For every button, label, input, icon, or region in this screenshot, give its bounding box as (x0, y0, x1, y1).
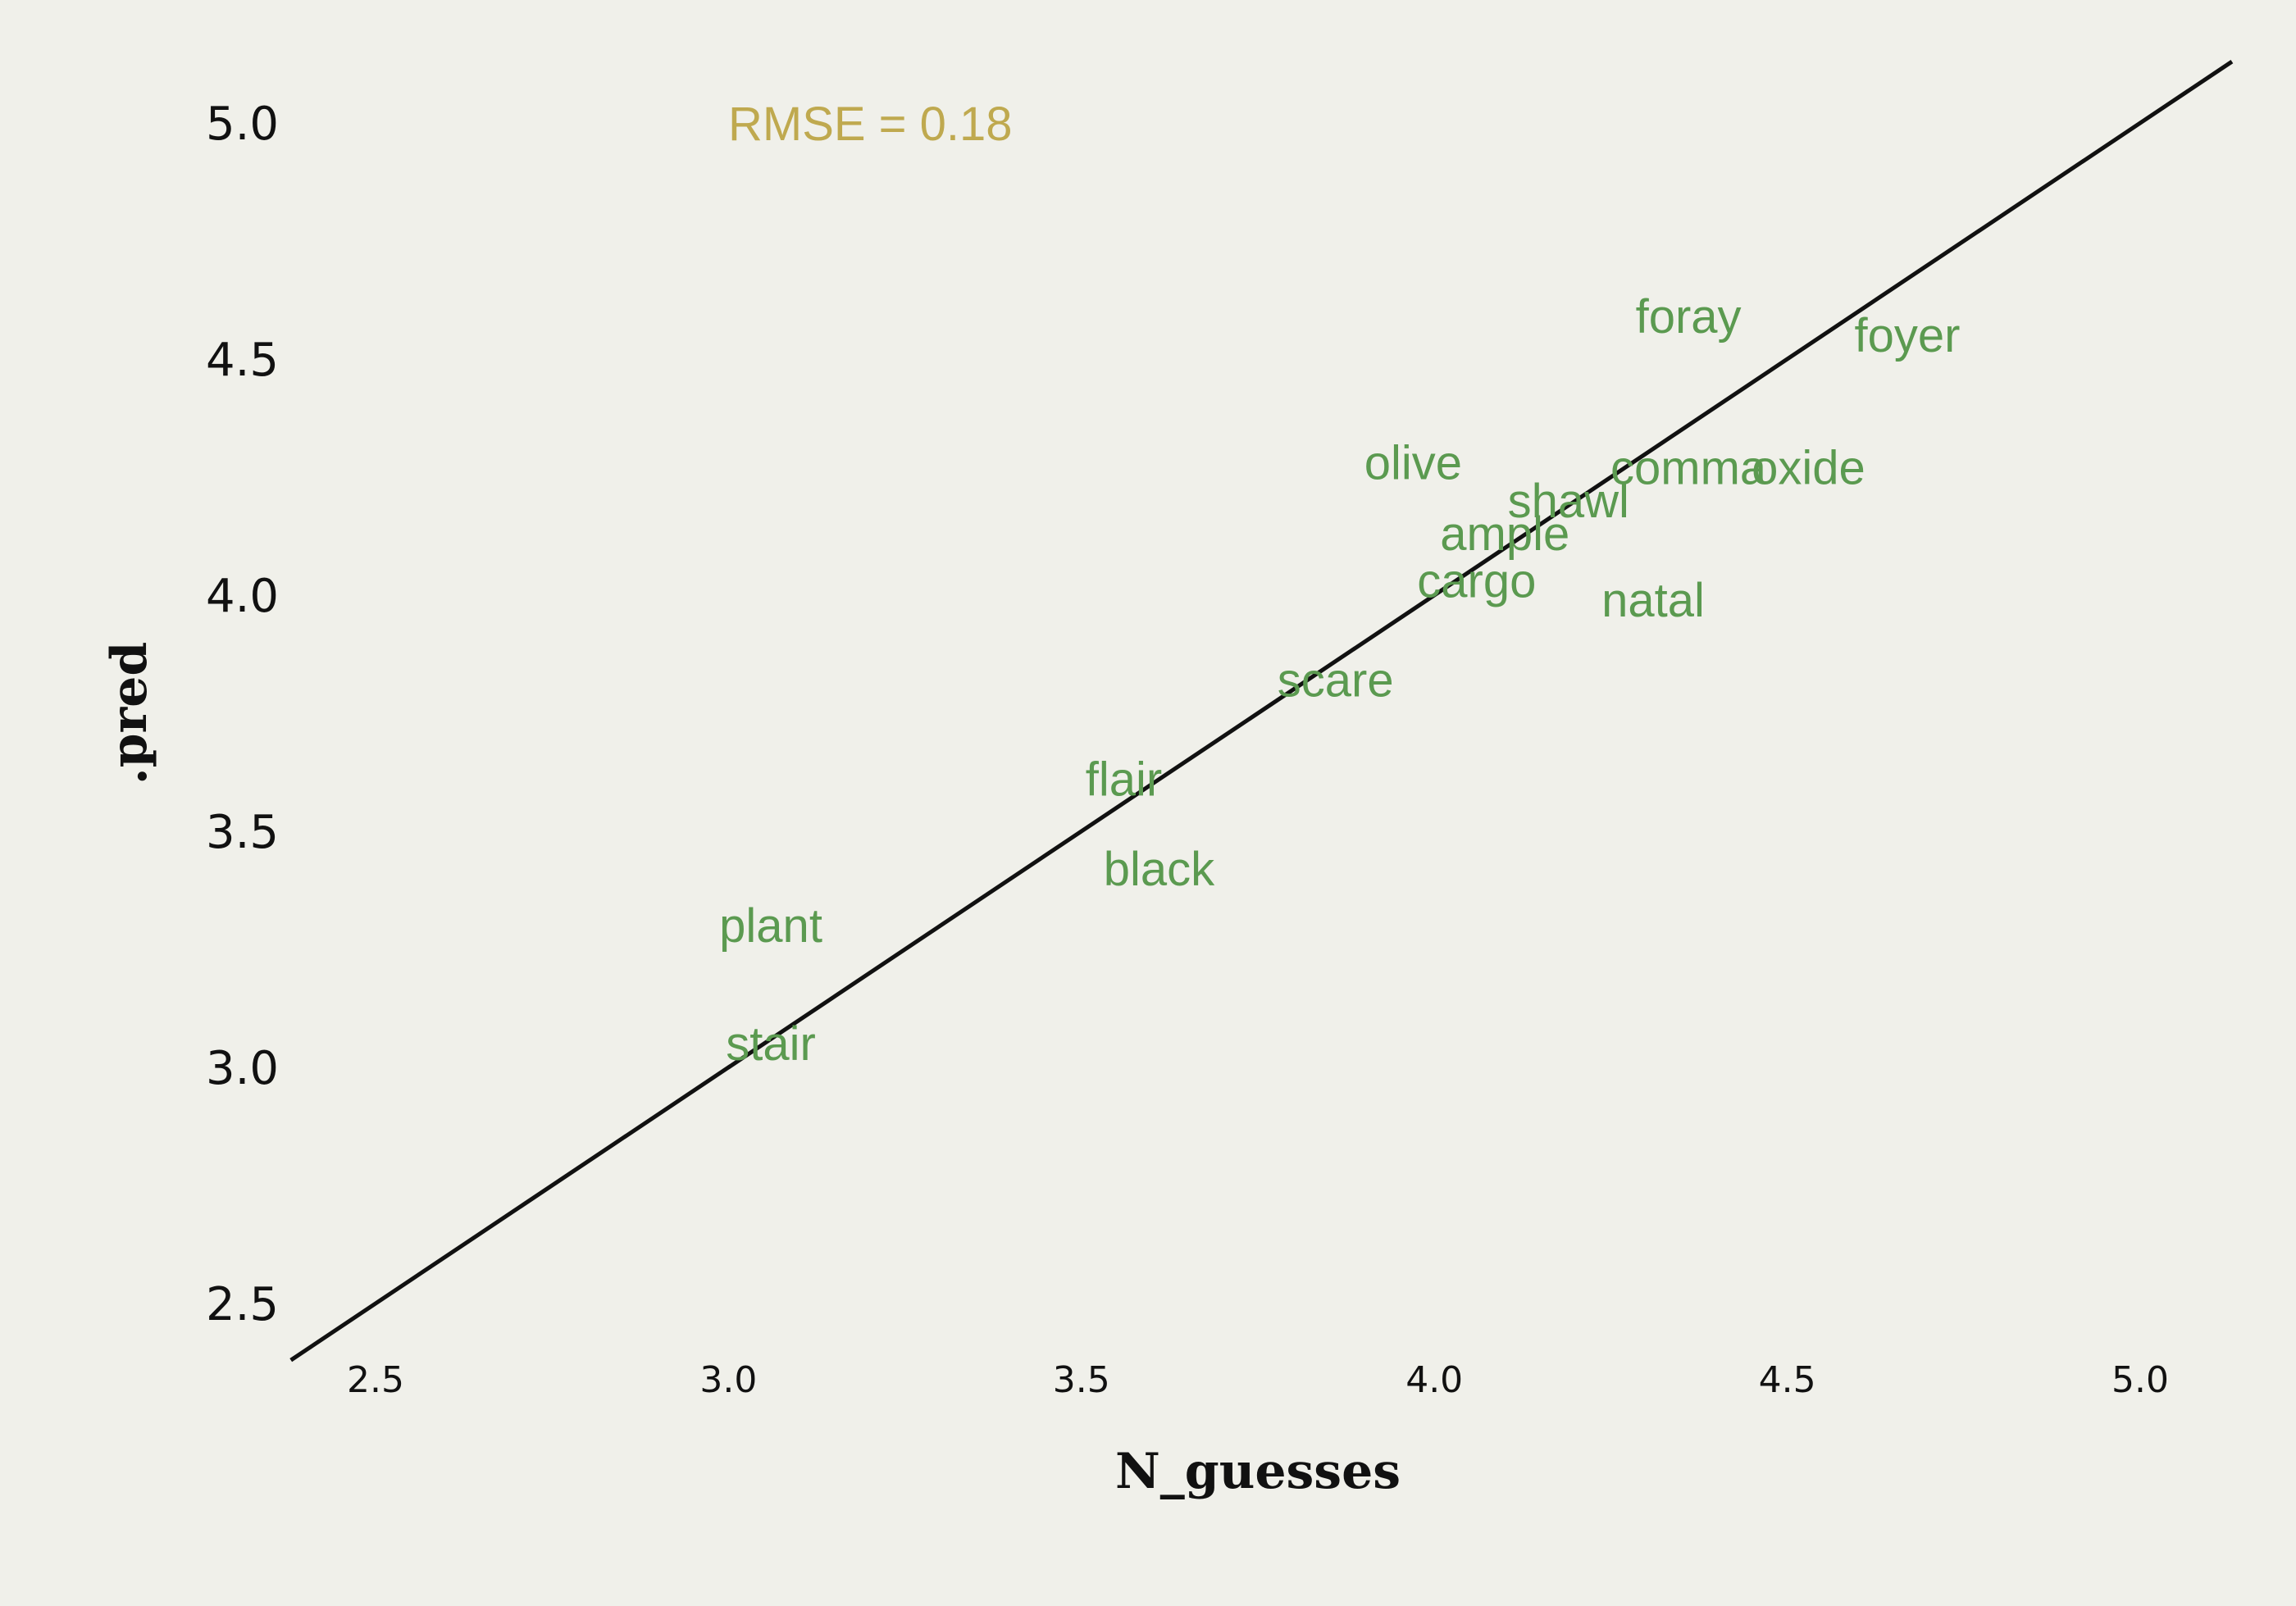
y-tick-label: 3.5 (206, 806, 279, 859)
y-tick-label: 4.0 (206, 570, 279, 623)
reference-line (289, 60, 2234, 1363)
point-label: ample (1440, 507, 1569, 561)
y-tick-label: 2.5 (206, 1278, 279, 1331)
x-tick-label: 5.0 (2112, 1359, 2169, 1401)
point-label: foray (1636, 290, 1742, 343)
x-axis-ticks: 2.5 3.0 3.5 4.0 4.5 5.0 (347, 1359, 2169, 1401)
point-label: foyer (1854, 309, 1960, 362)
point-label: stair (726, 1017, 816, 1071)
point-label: black (1104, 843, 1215, 896)
reference-line-layer (289, 60, 2234, 1363)
y-tick-label: 3.0 (206, 1042, 279, 1095)
x-tick-label: 2.5 (347, 1359, 404, 1401)
rmse-annotation: RMSE = 0.18 (728, 98, 1013, 151)
x-tick-label: 3.0 (699, 1359, 757, 1401)
y-tick-label: 4.5 (206, 334, 279, 387)
x-tick-label: 4.0 (1405, 1359, 1463, 1401)
y-axis-ticks: 2.5 3.0 3.5 4.0 4.5 5.0 (206, 98, 279, 1331)
point-label: flair (1086, 753, 1162, 807)
point-label: cargo (1417, 555, 1536, 608)
y-axis-title: .pred (101, 642, 158, 785)
point-label: comma (1610, 441, 1767, 494)
x-tick-label: 4.5 (1759, 1359, 1816, 1401)
point-label: scare (1278, 654, 1394, 707)
x-axis-title: N_guesses (1115, 1443, 1401, 1500)
point-label: shawl (1508, 475, 1629, 528)
y-tick-label: 5.0 (206, 98, 279, 151)
point-label: olive (1364, 437, 1462, 490)
point-label: plant (719, 899, 822, 953)
point-label: oxide (1752, 441, 1866, 494)
point-label: natal (1601, 574, 1705, 627)
x-tick-label: 3.5 (1053, 1359, 1110, 1401)
